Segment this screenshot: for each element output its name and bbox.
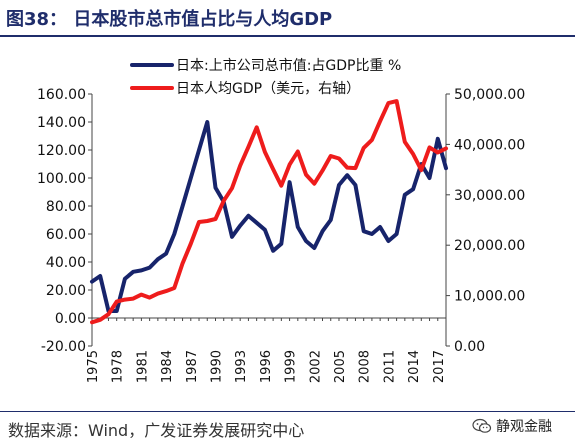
x-tick-label: 1981 [135,350,150,383]
footer-divider [0,411,575,412]
x-tick-label: 2005 [333,350,348,383]
figure-title: 图38： 日本股市总市值占比与人均GDP [6,9,333,30]
wechat-icon [472,418,492,433]
right-tick-label: 20,000.00 [454,238,525,254]
x-tick-label: 2002 [308,350,323,383]
left-tick-label: 60.00 [46,227,86,243]
left-tick-label: 160.00 [37,87,86,103]
watermark-label: 静观金融 [496,419,552,435]
x-tick-label: 2008 [358,350,373,383]
x-tick-label: 1984 [160,350,175,383]
right-tick-label: 0.00 [454,339,485,355]
left-tick-label: -20.00 [41,339,86,355]
x-tick-label: 1993 [234,350,249,383]
left-tick-label: 80.00 [46,199,86,215]
right-tick-label: 30,000.00 [454,188,525,204]
x-tick-label: 1999 [284,350,299,383]
title-bar: 图38： 日本股市总市值占比与人均GDP [0,0,575,37]
left-tick-label: 20.00 [46,283,86,299]
left-tick-label: 40.00 [46,255,86,271]
watermark: 静观金融 [472,416,552,436]
right-tick-label: 10,000.00 [454,289,525,305]
left-tick-label: 100.00 [37,171,86,187]
x-tick-label: 2017 [432,350,447,383]
x-tick-label: 1975 [86,350,101,383]
legend-label: 日本:上市公司总市值:占GDP比重 % [176,57,401,74]
right-tick-label: 40,000.00 [454,137,525,153]
left-tick-label: 0.00 [55,311,86,327]
source-note: 数据来源：Wind，广发证券发展研究中心 [8,421,305,440]
title-divider [0,35,575,37]
x-tick-label: 1996 [259,350,274,383]
x-tick-label: 1978 [111,350,126,383]
series-line-gdp-per-capita [90,99,448,325]
right-tick-label: 50,000.00 [454,87,525,103]
series-line-market-cap [90,120,448,313]
left-tick-label: 140.00 [37,115,86,131]
x-tick-label: 2014 [407,350,422,383]
legend-label: 日本人均GDP（美元，右轴） [176,81,360,97]
chart: -20.00 0.00 20.00 40.00 60.00 80.00 100.00 120.… [37,57,525,383]
x-tick-label: 2011 [382,350,397,383]
x-tick-label: 1987 [185,350,200,383]
left-tick-label: 120.00 [37,143,86,159]
x-tick-label: 1990 [209,350,224,383]
